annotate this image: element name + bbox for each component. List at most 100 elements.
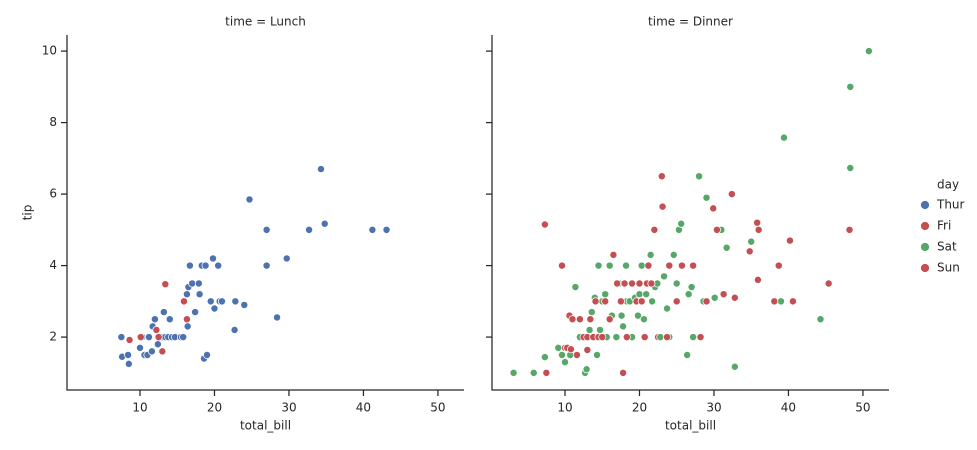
point (709, 204, 718, 213)
point (382, 225, 391, 234)
point (605, 261, 614, 270)
point (722, 243, 731, 252)
point (282, 254, 291, 263)
point (774, 261, 783, 270)
point (663, 333, 672, 342)
x-tick-label: 20 (632, 401, 647, 415)
legend-marker (920, 221, 930, 231)
point (582, 365, 591, 374)
point (230, 325, 239, 334)
point (583, 345, 592, 354)
point (612, 333, 621, 342)
point (368, 225, 377, 234)
point (712, 225, 721, 234)
point (669, 250, 678, 259)
legend-marker (920, 242, 930, 252)
point (788, 297, 797, 306)
point (753, 218, 762, 227)
point (158, 347, 167, 356)
legend-label: Sun (937, 261, 960, 275)
point (824, 279, 833, 288)
point (785, 236, 794, 245)
point (182, 315, 191, 324)
point (619, 368, 628, 377)
legend-marker (920, 263, 930, 273)
point (594, 261, 603, 270)
point (598, 333, 607, 342)
point (273, 313, 282, 322)
point (165, 315, 174, 324)
point (683, 350, 692, 359)
point (540, 220, 549, 229)
point (262, 225, 271, 234)
point (188, 279, 197, 288)
point (657, 172, 666, 181)
point (144, 333, 153, 342)
point (745, 247, 754, 256)
x-tick-label: 10 (132, 401, 147, 415)
point (585, 325, 594, 334)
y-axis-label: tip (21, 205, 35, 221)
point (124, 359, 133, 368)
point (586, 315, 595, 324)
point (136, 333, 145, 342)
point (642, 290, 651, 299)
point (203, 350, 212, 359)
point (210, 304, 219, 313)
panel-title: time = Dinner (648, 15, 733, 29)
point (161, 280, 170, 289)
legend-marker (920, 200, 930, 210)
point (124, 350, 133, 359)
point (620, 279, 629, 288)
point (658, 202, 667, 211)
point (660, 272, 669, 281)
point (730, 362, 739, 371)
point (195, 290, 204, 299)
legend-label: Fri (937, 219, 951, 233)
point (542, 368, 551, 377)
point (558, 261, 566, 270)
point (864, 47, 873, 56)
point (153, 340, 162, 349)
point (214, 261, 223, 270)
point (601, 297, 610, 306)
point (568, 315, 577, 324)
point (194, 279, 203, 288)
point (665, 261, 674, 270)
point (245, 195, 254, 204)
point (637, 297, 646, 306)
point (159, 308, 168, 317)
point (637, 261, 646, 270)
point (136, 343, 144, 352)
x-tick-label: 40 (781, 401, 796, 415)
point (640, 333, 649, 342)
point (587, 308, 596, 317)
point (672, 279, 681, 288)
point (684, 290, 693, 299)
point (846, 82, 855, 91)
axis-line (66, 35, 464, 391)
point (566, 345, 575, 354)
point (663, 304, 672, 313)
point (689, 333, 698, 342)
point (719, 290, 728, 299)
point (154, 333, 163, 342)
y-tick-label: 8 (49, 115, 57, 129)
point (147, 347, 156, 356)
point (217, 297, 226, 306)
x-tick-label: 50 (855, 401, 870, 415)
point (656, 333, 665, 342)
point (770, 297, 779, 306)
point (689, 261, 698, 270)
point (305, 225, 314, 234)
point (317, 165, 325, 174)
panel-title: time = Lunch (225, 15, 306, 29)
x-axis-label: total_bill (665, 419, 716, 433)
point (644, 261, 653, 270)
point (591, 297, 600, 306)
point (727, 190, 736, 199)
point (206, 297, 215, 306)
point (185, 261, 194, 270)
point (634, 311, 642, 320)
